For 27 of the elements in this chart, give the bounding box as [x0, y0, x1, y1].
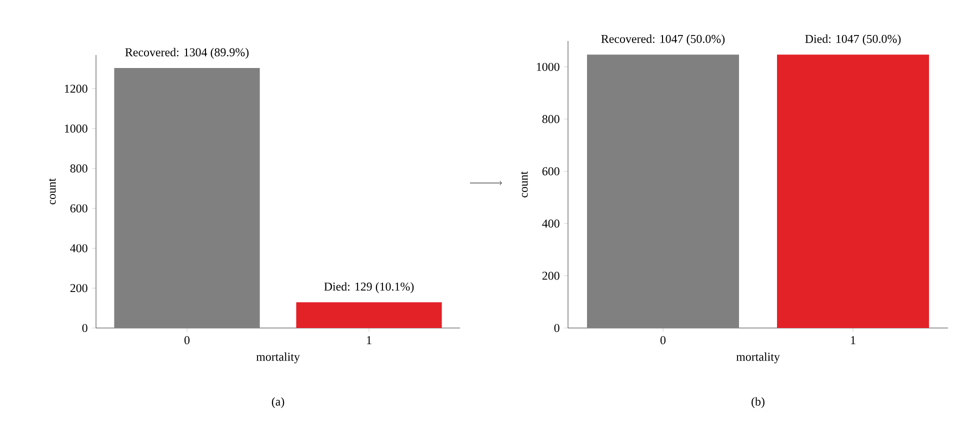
y-tick-label: 400	[70, 244, 88, 252]
y-tick-label: 600	[70, 204, 88, 212]
x-tick-label: 1	[851, 336, 856, 344]
annotation: Died: 1047 (50.0%)	[805, 34, 901, 46]
y-axis-title: count	[520, 171, 528, 198]
annotation: Died: 129 (10.1%)	[324, 282, 414, 294]
x-axis-title: mortality	[256, 352, 300, 364]
y-tick-label: 0	[554, 324, 560, 332]
x-tick-label: 0	[184, 336, 190, 344]
y-tick-label: 800	[542, 115, 560, 124]
text: (b)	[752, 397, 764, 408]
y-tick-label: 800	[70, 164, 88, 172]
y-axis-title: count	[48, 178, 56, 204]
x-axis-title: mortality	[736, 352, 780, 364]
y-tick-label: 400	[542, 220, 560, 228]
x-tick-label: 0	[660, 336, 666, 344]
y-tick-label: 0	[82, 324, 88, 332]
y-tick-label: 200	[542, 272, 560, 280]
y-tick-label: 200	[70, 284, 88, 292]
annotation: Recovered: 1047 (50.0%)	[601, 34, 725, 46]
x-tick-label: 1	[367, 336, 372, 344]
text: (a)	[272, 397, 284, 408]
y-tick-label: 600	[542, 167, 560, 176]
y-tick-label: 1200	[64, 84, 88, 93]
annotation: Recovered: 1304 (89.9%)	[125, 48, 249, 59]
y-tick-label: 1000	[536, 62, 560, 71]
y-tick-label: 1000	[64, 124, 88, 133]
